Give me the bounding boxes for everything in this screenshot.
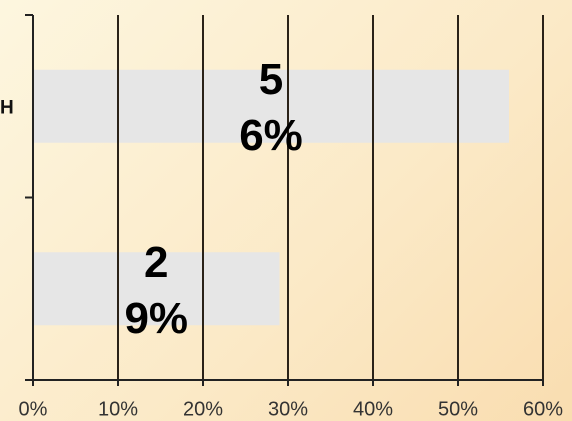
x-tick-label: 10% bbox=[98, 398, 138, 420]
bar bbox=[33, 69, 509, 143]
category-label: H bbox=[0, 97, 14, 118]
x-tick-label: 50% bbox=[438, 398, 478, 420]
x-tick-label: 30% bbox=[268, 398, 308, 420]
x-tick-label: 20% bbox=[183, 398, 223, 420]
value-label: 56% bbox=[239, 55, 303, 161]
value-label: 29% bbox=[124, 237, 189, 343]
x-tick-label: 0% bbox=[19, 398, 48, 420]
x-tick-label: 60% bbox=[523, 398, 563, 420]
bar bbox=[33, 252, 280, 326]
x-tick-label: 40% bbox=[353, 398, 393, 420]
